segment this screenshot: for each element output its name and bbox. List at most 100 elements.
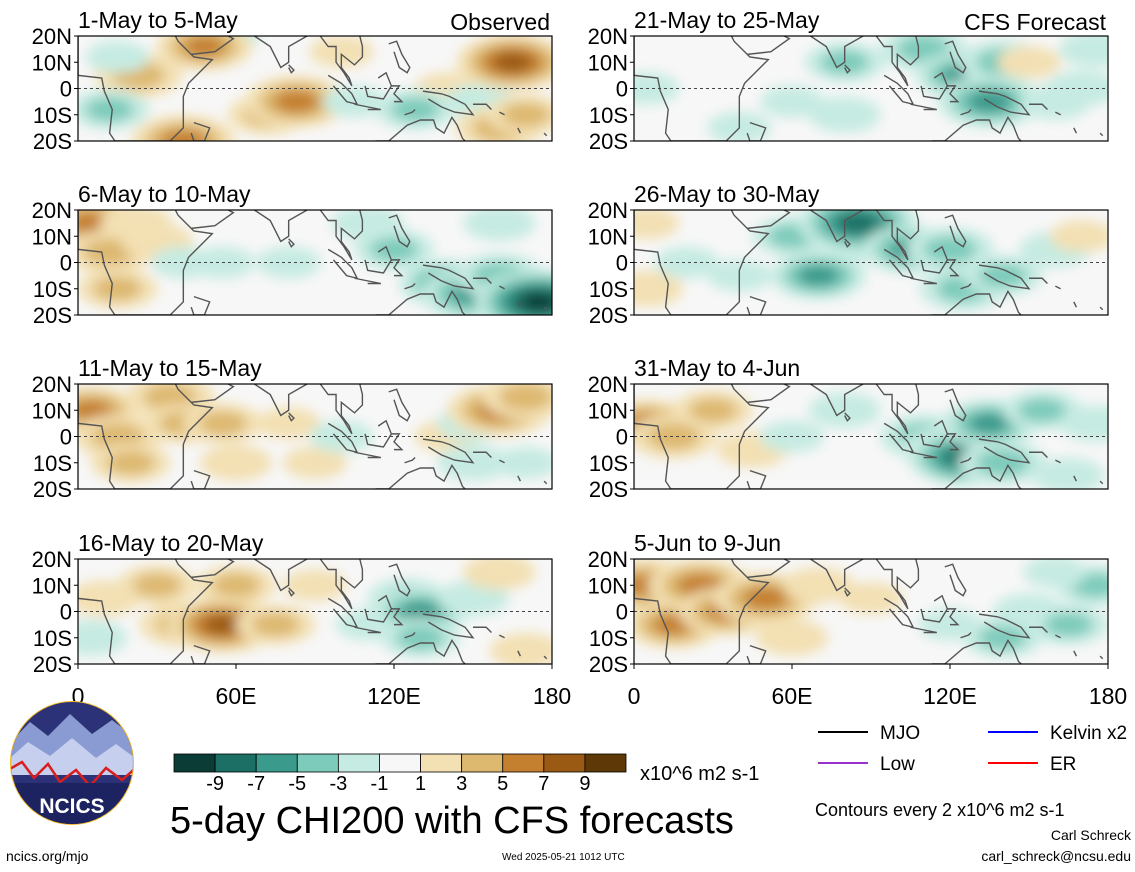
coastline [319, 559, 364, 610]
anomaly-blob [251, 612, 300, 637]
anomaly-blob [978, 625, 1027, 650]
coastline [920, 245, 949, 274]
coastline [634, 36, 770, 141]
anomaly-blob [634, 270, 684, 307]
coastline [191, 559, 235, 579]
y-tick-label: 0 [616, 425, 628, 450]
anomaly-field [78, 210, 552, 315]
y-tick-label: 10N [32, 573, 72, 598]
coastline [404, 109, 416, 116]
coastline [920, 71, 949, 100]
coastline [1073, 475, 1078, 482]
coastline [190, 295, 211, 315]
coastline [327, 74, 359, 106]
coastline [78, 384, 214, 489]
coastline [947, 259, 960, 277]
anomaly-blob [463, 559, 536, 591]
coastline [960, 109, 972, 116]
coastline [422, 264, 475, 290]
coastline [364, 419, 393, 448]
coastline [1099, 480, 1104, 485]
y-tick-label: 10N [588, 573, 628, 598]
coastline [1029, 277, 1048, 284]
coastline [78, 210, 214, 315]
panel-title: 21-May to 25-May [634, 7, 820, 33]
colorbar: -9 -7 -5 -3 -1 1 3 5 7 9 [173, 753, 627, 795]
coastline [1099, 655, 1104, 660]
coastline [634, 559, 770, 664]
email-link[interactable]: carl_schreck@ncsu.edu [981, 848, 1131, 864]
anomaly-blob [198, 411, 247, 436]
anomaly-blob [501, 102, 550, 127]
y-tick-label: 20S [589, 477, 628, 502]
colorbar-units: x10^6 m2 s-1 [640, 763, 760, 785]
coastline [944, 214, 967, 248]
coastline [354, 277, 381, 285]
coastline [388, 214, 411, 248]
coastline [517, 127, 522, 134]
coastline [875, 559, 920, 610]
coastlines [78, 559, 548, 664]
coastline [978, 438, 1031, 464]
colorbar-swatch [337, 753, 380, 773]
coastline [288, 64, 295, 74]
x-tick-label: 60E [216, 683, 257, 709]
site-url-link[interactable]: ncics.org/mjo [6, 848, 89, 864]
coastline [747, 559, 791, 579]
y-tick-label: 10S [589, 103, 628, 128]
anomaly-field [634, 210, 1108, 311]
coastline [78, 36, 214, 141]
coastline [499, 634, 505, 639]
coastline [543, 655, 548, 660]
panel-tag: Observed [450, 9, 550, 35]
coastline [319, 384, 364, 435]
coastline [375, 638, 466, 664]
y-tick-label: 20S [589, 303, 628, 328]
coastline [875, 384, 920, 435]
y-tick-label: 10S [33, 103, 72, 128]
panel-tag: CFS Forecast [964, 9, 1106, 35]
colorbar-tick-label: 3 [456, 773, 467, 795]
y-tick-label: 10N [32, 224, 72, 249]
anomaly-blob [396, 625, 445, 650]
anomaly-blob [797, 265, 839, 286]
coastline [1029, 451, 1048, 458]
y-tick-label: 10S [589, 626, 628, 651]
y-tick-label: 20N [588, 198, 628, 223]
coastline [375, 463, 466, 489]
anomaly-blob [743, 587, 788, 610]
coastline [875, 36, 920, 87]
coastlines [78, 36, 548, 141]
anomaly-blob [839, 582, 903, 615]
coastlines [634, 36, 1104, 141]
coastline [844, 238, 851, 248]
y-tick-label: 10S [589, 277, 628, 302]
y-tick-label: 10N [588, 50, 628, 75]
panels-layer: 1-May to 5-May Observed20N10N010S20S6-May… [32, 7, 1128, 709]
coastline [288, 412, 295, 422]
coastline [327, 422, 359, 454]
anomaly-blob [309, 420, 374, 453]
anomaly-blob [212, 573, 260, 598]
y-tick-label: 20N [588, 547, 628, 572]
colorbar-tick-label: 9 [579, 773, 590, 795]
coastline [747, 210, 791, 230]
coastline [960, 283, 972, 290]
coastline [1055, 285, 1061, 290]
anomaly-blob [204, 615, 242, 634]
coastline [388, 563, 411, 597]
coastline [947, 85, 960, 103]
anomaly-blob [1018, 398, 1067, 423]
coastline [883, 248, 915, 280]
line-legend: MJO Kelvin x2 Low ER [818, 723, 1127, 775]
panel-title: 5-Jun to 9-Jun [634, 530, 781, 556]
coastline [810, 384, 864, 417]
coastline [388, 388, 411, 422]
coastline [947, 433, 960, 451]
coastline [747, 36, 791, 56]
anomaly-field [634, 36, 1108, 141]
legend-label: Kelvin x2 [1050, 723, 1127, 744]
anomaly-blob [309, 36, 374, 68]
